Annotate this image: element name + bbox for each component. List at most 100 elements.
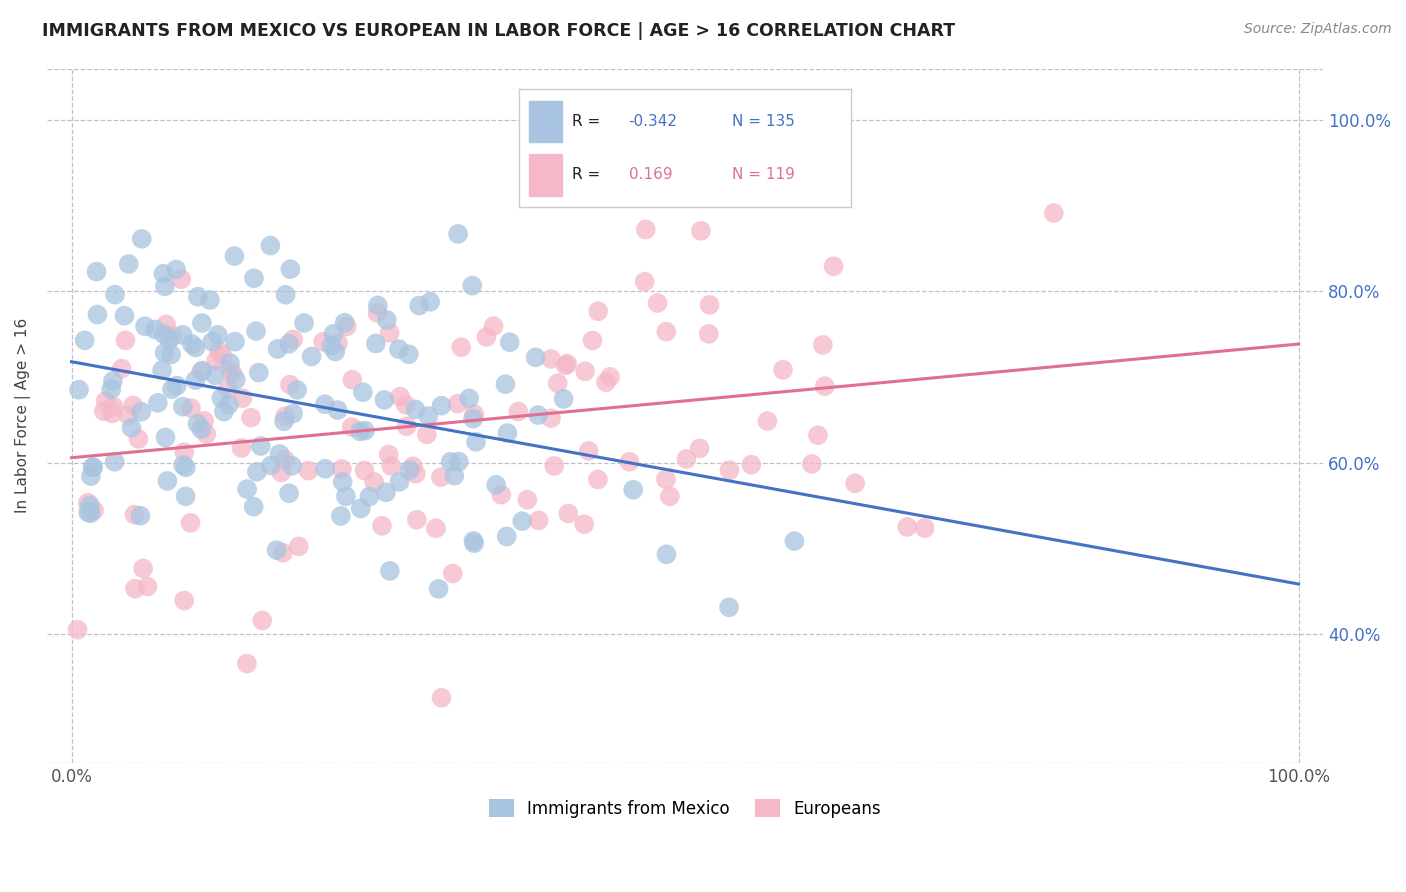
Point bbox=[404, 402, 426, 417]
Point bbox=[160, 382, 183, 396]
Point bbox=[94, 393, 117, 408]
Point bbox=[172, 400, 194, 414]
Point bbox=[354, 424, 377, 438]
Point bbox=[419, 294, 441, 309]
Point bbox=[243, 271, 266, 285]
Point bbox=[219, 364, 242, 378]
Point bbox=[340, 420, 363, 434]
Point bbox=[174, 460, 197, 475]
Point bbox=[349, 425, 371, 439]
Point bbox=[79, 506, 101, 520]
Point bbox=[281, 333, 304, 347]
Point bbox=[191, 316, 214, 330]
Point bbox=[283, 407, 305, 421]
Point bbox=[190, 365, 212, 379]
Point bbox=[212, 404, 235, 418]
Point bbox=[581, 334, 603, 348]
Point bbox=[363, 475, 385, 489]
Point bbox=[83, 503, 105, 517]
Point bbox=[458, 392, 481, 406]
Point bbox=[86, 308, 108, 322]
Point bbox=[658, 489, 681, 503]
Point bbox=[586, 472, 609, 486]
Point bbox=[689, 442, 711, 456]
Point bbox=[269, 447, 291, 461]
Point bbox=[132, 561, 155, 575]
Point bbox=[547, 376, 569, 391]
Point bbox=[236, 482, 259, 496]
Point bbox=[463, 533, 485, 548]
Point bbox=[104, 455, 127, 469]
Point bbox=[447, 227, 470, 241]
Point bbox=[174, 489, 197, 503]
Point bbox=[100, 382, 122, 396]
Point bbox=[180, 516, 202, 530]
Point bbox=[447, 396, 470, 410]
Point bbox=[80, 469, 103, 483]
Point bbox=[333, 316, 356, 330]
Point bbox=[323, 344, 346, 359]
Point bbox=[595, 376, 617, 390]
Point bbox=[661, 174, 683, 188]
Point bbox=[425, 521, 447, 535]
Point bbox=[124, 582, 146, 596]
Point bbox=[146, 396, 169, 410]
Point bbox=[209, 391, 232, 405]
Point bbox=[101, 407, 124, 421]
Point bbox=[508, 404, 530, 418]
Point bbox=[405, 467, 427, 481]
Point bbox=[510, 514, 533, 528]
Point bbox=[807, 428, 830, 442]
Point bbox=[156, 474, 179, 488]
Point bbox=[66, 623, 89, 637]
Point bbox=[121, 421, 143, 435]
Point bbox=[430, 690, 453, 705]
Point bbox=[389, 390, 412, 404]
Point bbox=[697, 326, 720, 341]
Point bbox=[353, 463, 375, 477]
Point bbox=[367, 306, 389, 320]
Point bbox=[377, 447, 399, 461]
Point bbox=[131, 232, 153, 246]
Point bbox=[430, 399, 453, 413]
Point bbox=[67, 383, 90, 397]
Point bbox=[162, 329, 184, 343]
Point bbox=[155, 318, 177, 332]
Point bbox=[274, 409, 297, 424]
Point bbox=[285, 383, 308, 397]
Point bbox=[287, 540, 309, 554]
Point bbox=[619, 455, 641, 469]
Point bbox=[402, 459, 425, 474]
Text: Source: ZipAtlas.com: Source: ZipAtlas.com bbox=[1244, 22, 1392, 37]
Point bbox=[247, 366, 270, 380]
Point bbox=[252, 614, 274, 628]
Point bbox=[398, 347, 420, 361]
Point bbox=[844, 476, 866, 491]
Point bbox=[388, 342, 411, 356]
Point bbox=[485, 478, 508, 492]
Point bbox=[246, 465, 269, 479]
Point bbox=[322, 326, 344, 341]
Point bbox=[896, 520, 918, 534]
Point bbox=[543, 458, 565, 473]
Point bbox=[440, 455, 463, 469]
Point bbox=[270, 466, 292, 480]
Point bbox=[114, 309, 136, 323]
Point bbox=[578, 444, 600, 458]
Point bbox=[193, 414, 215, 428]
Point bbox=[297, 464, 319, 478]
Point bbox=[527, 408, 550, 422]
Point bbox=[314, 462, 336, 476]
Point bbox=[207, 327, 229, 342]
Point bbox=[329, 508, 352, 523]
Point bbox=[756, 414, 779, 428]
Point bbox=[79, 499, 101, 513]
Point bbox=[180, 337, 202, 351]
Point bbox=[278, 377, 301, 392]
Point bbox=[190, 422, 212, 436]
Point bbox=[364, 336, 387, 351]
Point bbox=[76, 496, 98, 510]
Point bbox=[540, 411, 562, 425]
Point bbox=[77, 505, 100, 519]
Point bbox=[326, 403, 349, 417]
